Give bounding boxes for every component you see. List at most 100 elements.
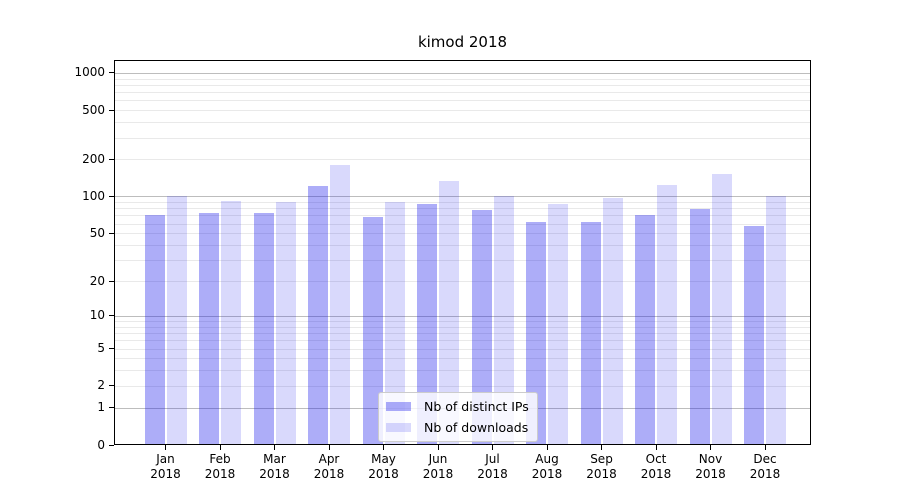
y-tick-mark	[109, 407, 114, 409]
y-tick-mark	[109, 158, 114, 160]
gridline-minor	[114, 260, 811, 261]
x-tick-mark	[328, 445, 330, 450]
legend: Nb of distinct IPs Nb of downloads	[378, 392, 538, 442]
gridline-minor	[114, 110, 811, 112]
bar-distinct-ips	[144, 214, 165, 445]
bar-downloads	[711, 173, 732, 445]
bar-downloads	[275, 202, 296, 445]
bar-distinct-ips	[308, 186, 328, 445]
bar-distinct-ips	[689, 209, 710, 445]
gridline-minor	[114, 233, 811, 235]
x-tick-label: Jun 2018	[422, 452, 454, 481]
gridline-minor	[114, 202, 811, 203]
legend-swatch-distinct-ips-icon	[386, 402, 411, 411]
gridline-minor	[114, 84, 811, 86]
gridline-minor	[114, 326, 811, 328]
gridline-minor	[114, 208, 811, 210]
bar-downloads	[384, 202, 405, 445]
y-tick-mark	[109, 109, 114, 111]
x-tick-mark	[437, 445, 439, 450]
x-tick-label: Aug 2018	[531, 452, 563, 481]
legend-item-downloads: Nb of downloads	[386, 419, 529, 436]
y-tick-mark	[109, 280, 114, 282]
legend-swatch-downloads-icon	[386, 423, 411, 432]
gridline-minor	[114, 340, 811, 342]
x-tick-label: Feb 2018	[204, 452, 236, 481]
x-tick-mark	[274, 445, 275, 450]
y-tick-label: 10	[89, 308, 105, 323]
gridline-minor	[114, 137, 811, 139]
bar-downloads	[548, 203, 568, 445]
x-tick-label: Nov 2018	[695, 452, 726, 481]
y-tick-label: 500	[82, 102, 105, 117]
y-axis: 0 1 2 5 10 20 50 100 200 500 1000	[0, 0, 105, 500]
y-tick-label: 50	[89, 225, 105, 240]
bar-downloads	[439, 181, 459, 445]
gridline-major	[114, 72, 811, 74]
y-tick-label: 1	[97, 400, 105, 415]
x-tick-label: Dec 2018	[749, 452, 781, 481]
gridline-minor	[114, 223, 811, 225]
gridline-minor	[114, 370, 811, 372]
y-tick-mark	[109, 315, 114, 317]
bar-distinct-ips	[199, 213, 219, 445]
gridline-minor	[114, 78, 811, 80]
x-tick-mark	[219, 445, 221, 450]
bar-distinct-ips	[635, 214, 655, 445]
gridline-minor	[114, 245, 811, 246]
plot-area	[114, 60, 811, 445]
x-tick-mark	[710, 445, 711, 450]
bar-distinct-ips	[362, 216, 383, 445]
gridline-major	[114, 315, 811, 317]
y-tick-mark	[109, 348, 114, 349]
gridline-minor	[114, 321, 811, 322]
x-tick-label: Jan 2018	[150, 452, 181, 481]
y-tick-label: 100	[82, 188, 105, 203]
legend-label-distinct-ips: Nb of distinct IPs	[424, 399, 529, 414]
x-tick-label: Sep 2018	[586, 452, 617, 481]
bar-distinct-ips	[744, 226, 764, 445]
y-tick-label: 5	[97, 341, 105, 355]
x-tick-mark	[383, 445, 384, 450]
bar-distinct-ips	[471, 210, 492, 445]
x-tick-mark	[492, 445, 493, 450]
x-tick-label: Jul 2018	[477, 452, 508, 481]
bar-distinct-ips	[253, 213, 274, 445]
gridline-minor	[114, 348, 811, 350]
bar-downloads	[330, 165, 350, 445]
legend-label-downloads: Nb of downloads	[424, 420, 529, 435]
x-tick-mark	[764, 445, 766, 450]
gridline-minor	[114, 385, 811, 387]
legend-item-distinct-ips: Nb of distinct IPs	[386, 398, 529, 415]
gridline-minor	[114, 92, 811, 94]
chart-title: kimod 2018	[417, 33, 508, 51]
gridline-major	[114, 196, 811, 198]
bar-downloads	[766, 196, 786, 445]
y-tick-mark	[109, 232, 114, 234]
x-tick-mark	[165, 445, 166, 450]
x-tick-mark	[601, 445, 602, 450]
x-tick-label: Oct 2018	[640, 452, 672, 481]
y-tick-mark	[109, 72, 114, 74]
y-tick-mark	[109, 444, 114, 446]
gridline-minor	[114, 159, 811, 161]
gridline-minor	[114, 358, 811, 360]
bar-downloads	[657, 184, 677, 445]
y-tick-mark	[109, 195, 114, 197]
gridline-minor	[114, 122, 811, 124]
y-tick-label: 20	[89, 273, 105, 288]
bar-distinct-ips	[417, 204, 437, 445]
x-tick-label: Apr 2018	[313, 452, 345, 481]
y-tick-label: 1000	[74, 65, 105, 80]
y-tick-label: 0	[97, 437, 105, 452]
bar-distinct-ips	[580, 221, 601, 445]
bar-downloads	[221, 200, 241, 445]
bar-downloads	[166, 196, 187, 445]
bar-downloads	[493, 196, 514, 445]
gridline-minor	[114, 333, 811, 334]
gridline-minor	[114, 100, 811, 102]
y-tick-mark	[109, 385, 114, 387]
bar-downloads	[602, 197, 623, 445]
y-tick-label: 200	[82, 151, 105, 166]
